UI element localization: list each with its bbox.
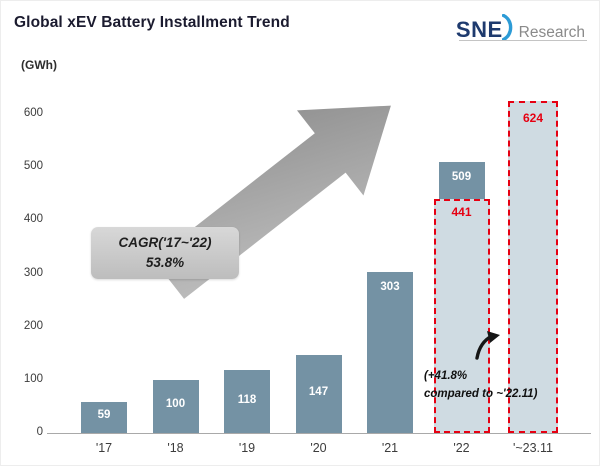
unit-label: (GWh) [21, 58, 57, 72]
bar-value-label: 118 [237, 393, 257, 406]
y-axis-tick-label: 200 [23, 319, 43, 332]
bar-value-label: 303 [380, 280, 400, 293]
curved-arrow-icon [475, 331, 500, 360]
growth-note-line1: (+41.8% [424, 370, 468, 382]
y-axis-tick-label: 600 [23, 107, 43, 119]
x-axis-category-label: '~23.11 [512, 441, 554, 455]
bar [152, 379, 199, 433]
x-axis-category-label: '19 [238, 441, 256, 455]
bar-value-label: 59 [97, 409, 111, 422]
cagr-line2: 53.8% [145, 255, 185, 270]
x-axis-category-label: '21 [381, 441, 399, 455]
estimate-value-label: 441 [451, 204, 472, 219]
bar [224, 370, 270, 433]
growth-note: (+41.8% compared to ~'22.11) [424, 368, 537, 404]
bar-value-label: 100 [165, 398, 186, 411]
bar [81, 401, 127, 433]
y-axis-tick-label: 300 [23, 266, 43, 279]
estimate-overlay [433, 198, 490, 433]
logo-sne-text: SNE [455, 17, 503, 42]
y-axis-tick-label: 400 [23, 213, 43, 226]
chart-title: Global xEV Battery Installment Trend [14, 14, 290, 31]
y-axis-tick-label: 0 [36, 426, 43, 438]
y-axis-tick-label: 500 [23, 160, 43, 173]
logo-underline [459, 40, 587, 41]
x-axis-category-label: '22 [453, 441, 470, 455]
bar-value-label: 509 [451, 171, 472, 184]
y-axis-tick-label: 100 [23, 372, 43, 385]
sne-research-logo: SNE Research [456, 10, 585, 43]
bar-value-label: 147 [308, 385, 329, 398]
cagr-annotation: CAGR('17~'22) 53.8% [91, 227, 239, 279]
projected-bar [508, 101, 558, 433]
growth-note-line2: compared to ~'22.11) [424, 387, 538, 400]
x-axis-category-label: '17 [95, 441, 113, 455]
cagr-line1: CAGR('17~'22) [118, 235, 212, 251]
bar [295, 354, 342, 433]
logo-research-text: Research [518, 24, 585, 41]
x-axis-category-label: '20 [310, 441, 327, 455]
logo-swoosh-icon [501, 13, 515, 46]
x-axis-category-label: '18 [167, 441, 184, 455]
bar-value-label: 624 [522, 111, 544, 126]
x-axis-line [47, 433, 591, 434]
bar [367, 271, 413, 433]
